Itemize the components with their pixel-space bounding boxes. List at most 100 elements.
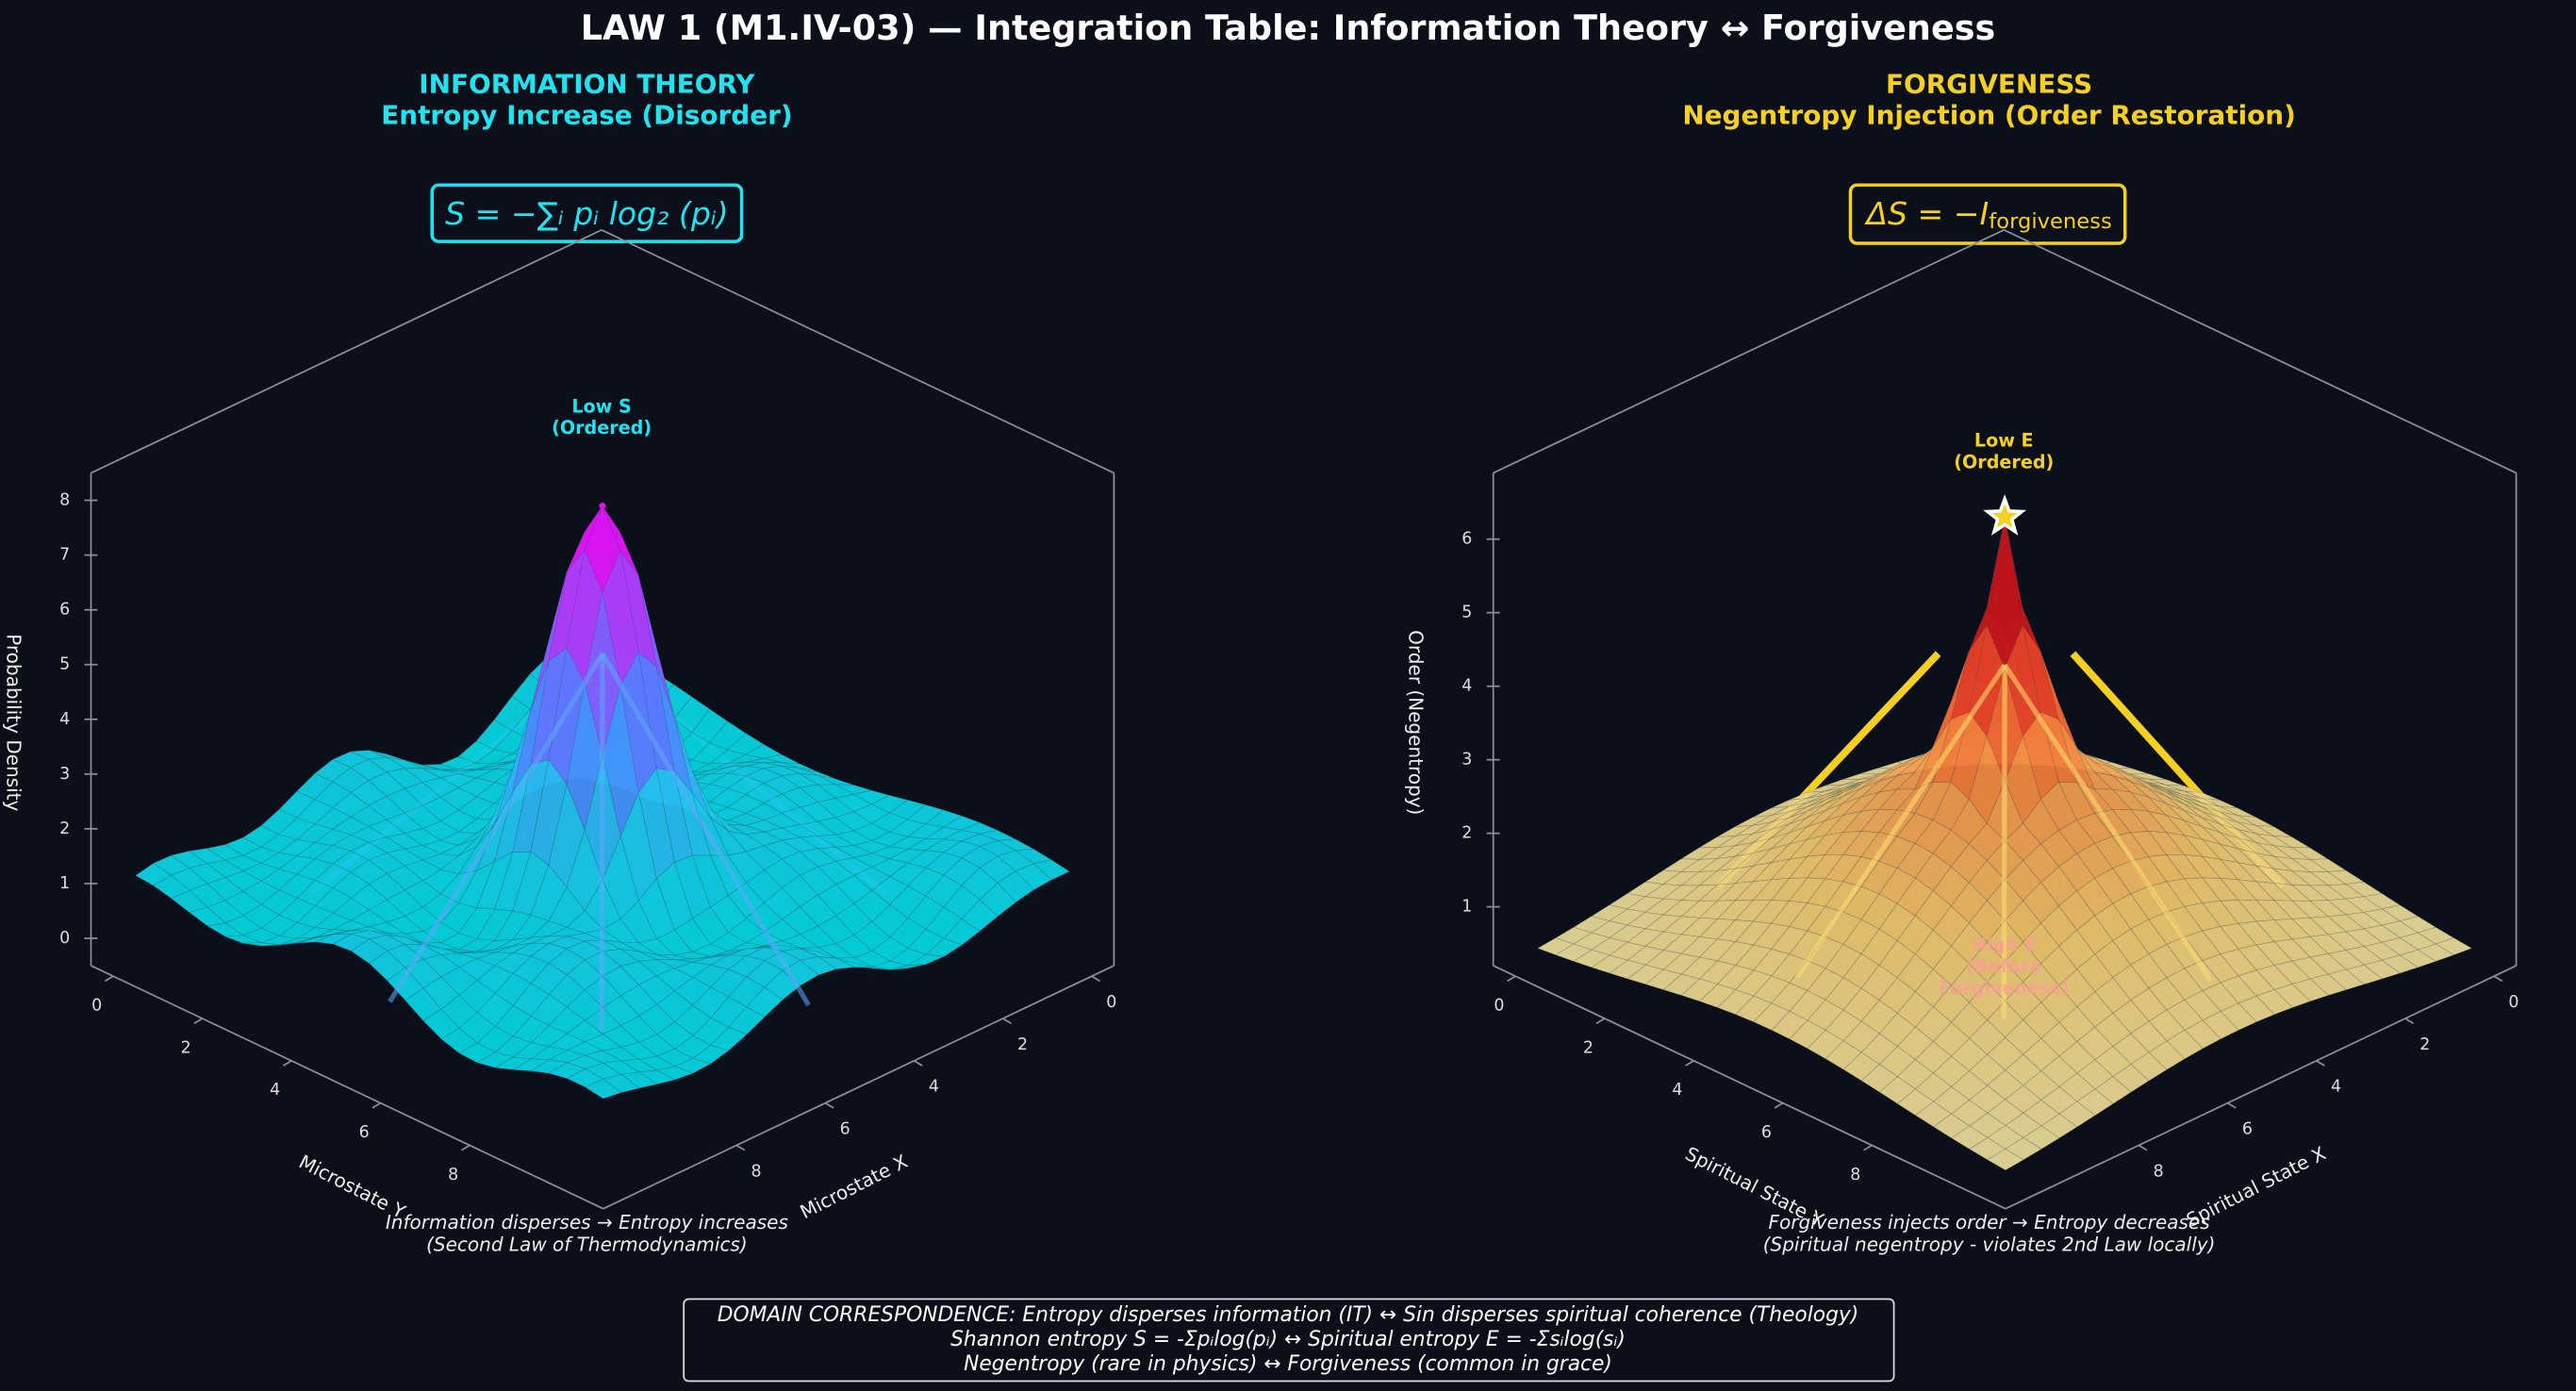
x-tick-label: 8 [751,1162,761,1181]
y-tick [1507,975,1516,983]
x-tick [2138,1144,2148,1151]
x-tick-label: 2 [2419,1035,2430,1054]
footer-line: Negentropy (rare in physics) ↔ Forgivene… [964,1352,1612,1376]
z-tick-label: 8 [59,491,70,510]
z-tick-label: 3 [1461,751,1472,770]
x-tick-label: 4 [2331,1078,2341,1097]
box-edge [1493,965,2006,1210]
caption: (Spiritual negentropy - violates 2nd Law… [1763,1233,2216,1255]
annotation: Low S [571,395,631,417]
surface-patch [1987,1148,2024,1171]
y-tick [193,1018,204,1024]
annotation: Low E [1974,430,2034,452]
peak-star [1983,494,2027,536]
z-tick-label: 1 [1461,898,1472,917]
box-edge [91,229,603,474]
y-tick-label: 0 [91,997,102,1016]
z-tick-label: 2 [1461,824,1472,843]
y-tick-label: 2 [1583,1038,1593,1057]
formula: S = −∑ᵢ pᵢ log₂ (pᵢ) [445,195,729,232]
figure-title: LAW 1 (M1.IV-03) — Integration Table: In… [581,8,1996,48]
box-edge [1493,229,2005,474]
arrow [2001,665,2007,1018]
footer-line: DOMAIN CORRESPONDENCE: Entropy disperses… [718,1303,1858,1327]
surface-patch [584,1078,622,1100]
z-tick-label: 4 [1461,677,1472,696]
formula-subscript: forgiveness [1989,209,2112,234]
x-tick-label: 4 [929,1078,939,1097]
y-tick-label: 6 [1761,1123,1772,1142]
z-tick-label: 0 [59,929,70,948]
caption: Information disperses → Entropy increase… [386,1211,789,1234]
y-tick [460,1144,471,1151]
arrow [2002,663,2213,983]
formula-main: S = −∑ᵢ pᵢ log₂ (pᵢ) [445,195,729,232]
box-edge [2003,229,2517,474]
annotation: (Ordered) [1954,451,2054,472]
box-edge [91,965,604,1210]
z-tick-label: 5 [59,655,70,674]
arrow [388,652,605,1003]
x-tick-label: 2 [1017,1035,1028,1054]
box-edge [601,229,1115,474]
arrow [1794,663,2007,979]
x-tick [2316,1060,2325,1067]
y-tick [1774,1101,1784,1109]
panel-title: FORGIVENESS [1886,69,2092,100]
y-tick-label: 6 [359,1123,370,1142]
z-axis-label: Probability Density [2,634,25,811]
x-tick [2227,1101,2237,1109]
z-tick-label: 6 [1461,530,1472,549]
y-tick [104,975,114,983]
surface [1537,517,2473,1171]
panel-subtitle: Negentropy Injection (Order Restoration) [1682,100,2296,131]
peak-point [599,502,606,509]
y-tick-label: 0 [1494,997,1504,1016]
y-tick [1863,1144,1873,1151]
surface [135,505,1070,1100]
x-tick-label: 6 [840,1120,850,1139]
x-tick [914,1060,923,1067]
x-tick [2493,975,2503,983]
x-tick-label: 6 [2242,1120,2253,1139]
x-tick [735,1144,746,1151]
formula-main: ΔS = −I [1863,195,1989,232]
x-tick [2404,1018,2415,1024]
z-tick-label: 6 [59,601,70,620]
y-tick-label: 8 [1850,1166,1860,1184]
box-edge [603,965,1115,1210]
formula: ΔS = −Iforgiveness [1863,195,2111,234]
z-tick-label: 4 [59,710,70,729]
arrow [600,652,811,1007]
z-tick-label: 3 [59,765,70,784]
caption: (Second Law of Thermodynamics) [426,1233,748,1255]
x-tick [1002,1018,1012,1024]
annotation: (Before [1966,955,2041,977]
z-tick-label: 5 [1461,604,1472,622]
annotation: High E [1971,935,2037,956]
x-tick-label: 0 [1106,993,1116,1012]
caption: Forgiveness injects order → Entropy decr… [1768,1211,2210,1234]
y-tick [1595,1018,1606,1024]
panel-subtitle: Entropy Increase (Disorder) [381,100,792,131]
arrow [599,654,605,1032]
y-tick-label: 2 [181,1038,191,1057]
z-tick-label: 2 [59,820,70,838]
y-tick-label: 4 [1672,1081,1682,1100]
panel-title: INFORMATION THEORY [419,69,755,100]
formula-box [1848,183,2127,245]
footer-line: Shannon entropy S = -Σpᵢlog(pᵢ) ↔ Spirit… [950,1328,1626,1351]
footer-box [683,1298,1895,1383]
annotation: (Ordered) [552,417,652,439]
y-tick-label: 8 [448,1166,458,1184]
z-tick-label: 1 [59,874,70,893]
formula-box [430,183,744,243]
box-edge [2005,965,2517,1210]
y-tick [372,1101,382,1109]
y-tick-label: 4 [270,1081,280,1100]
x-tick-label: 0 [2508,993,2518,1012]
